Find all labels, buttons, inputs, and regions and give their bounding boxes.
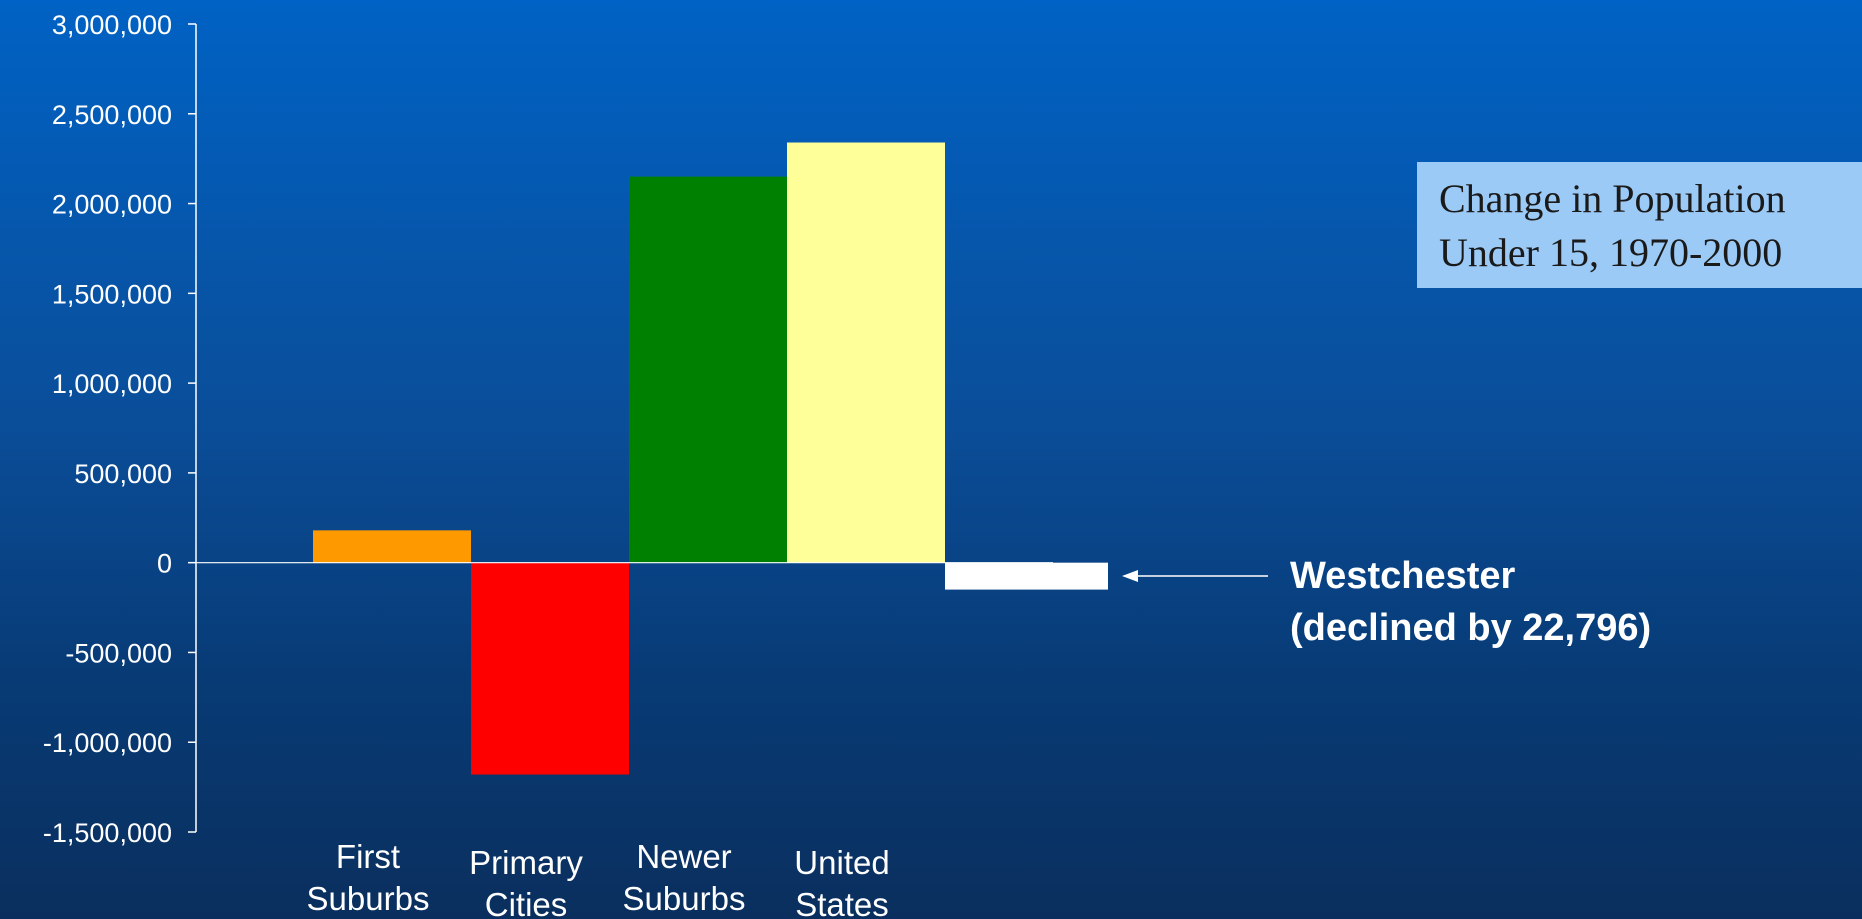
arrow-head: [1122, 570, 1138, 582]
caption-line-2: Under 15, 1970-2000: [1439, 230, 1783, 275]
y-tick-label: 1,500,000: [52, 279, 172, 309]
bar: [787, 142, 945, 563]
x-category-label: States: [795, 886, 889, 919]
y-tick-label: 1,000,000: [52, 369, 172, 399]
x-category-label: Newer: [636, 838, 731, 875]
axes: [195, 24, 1053, 832]
bars: [313, 142, 1108, 775]
caption-line-1: Change in Population: [1439, 176, 1786, 221]
y-tick-label: -1,500,000: [43, 818, 172, 848]
category-labels: First Suburbs Primary Cities Newer Suburbs Uni…: [307, 838, 890, 919]
y-tick-label: -500,000: [65, 638, 172, 668]
annotation-arrow: [1122, 570, 1268, 582]
y-tick-label: 0: [157, 549, 172, 579]
bar: [629, 176, 787, 563]
y-tick-label: 500,000: [74, 459, 172, 489]
x-category-label: Suburbs: [623, 880, 746, 917]
bar: [313, 530, 471, 563]
x-category-label: Cities: [485, 886, 568, 919]
y-tick-label: -1,000,000: [43, 728, 172, 758]
annotation-line-1: Westchester: [1290, 555, 1516, 597]
y-axis-ticks: 3,000,000 2,500,000 2,000,000 1,500,000 1,00…: [43, 10, 196, 848]
bar: [945, 562, 1108, 590]
x-category-label: Suburbs: [307, 880, 430, 917]
bar: [471, 562, 629, 775]
chart-caption-box: Change in Population Under 15, 1970-2000: [1417, 162, 1862, 288]
y-tick-label: 3,000,000: [52, 10, 172, 40]
y-tick-label: 2,500,000: [52, 100, 172, 130]
x-category-label: United: [794, 844, 889, 881]
x-category-label: Primary: [469, 844, 583, 881]
westchester-annotation: Westchester (declined by 22,796): [1290, 550, 1651, 654]
annotation-line-2: (declined by 22,796): [1290, 607, 1652, 649]
x-category-label: First: [336, 838, 400, 875]
y-tick-label: 2,000,000: [52, 190, 172, 220]
